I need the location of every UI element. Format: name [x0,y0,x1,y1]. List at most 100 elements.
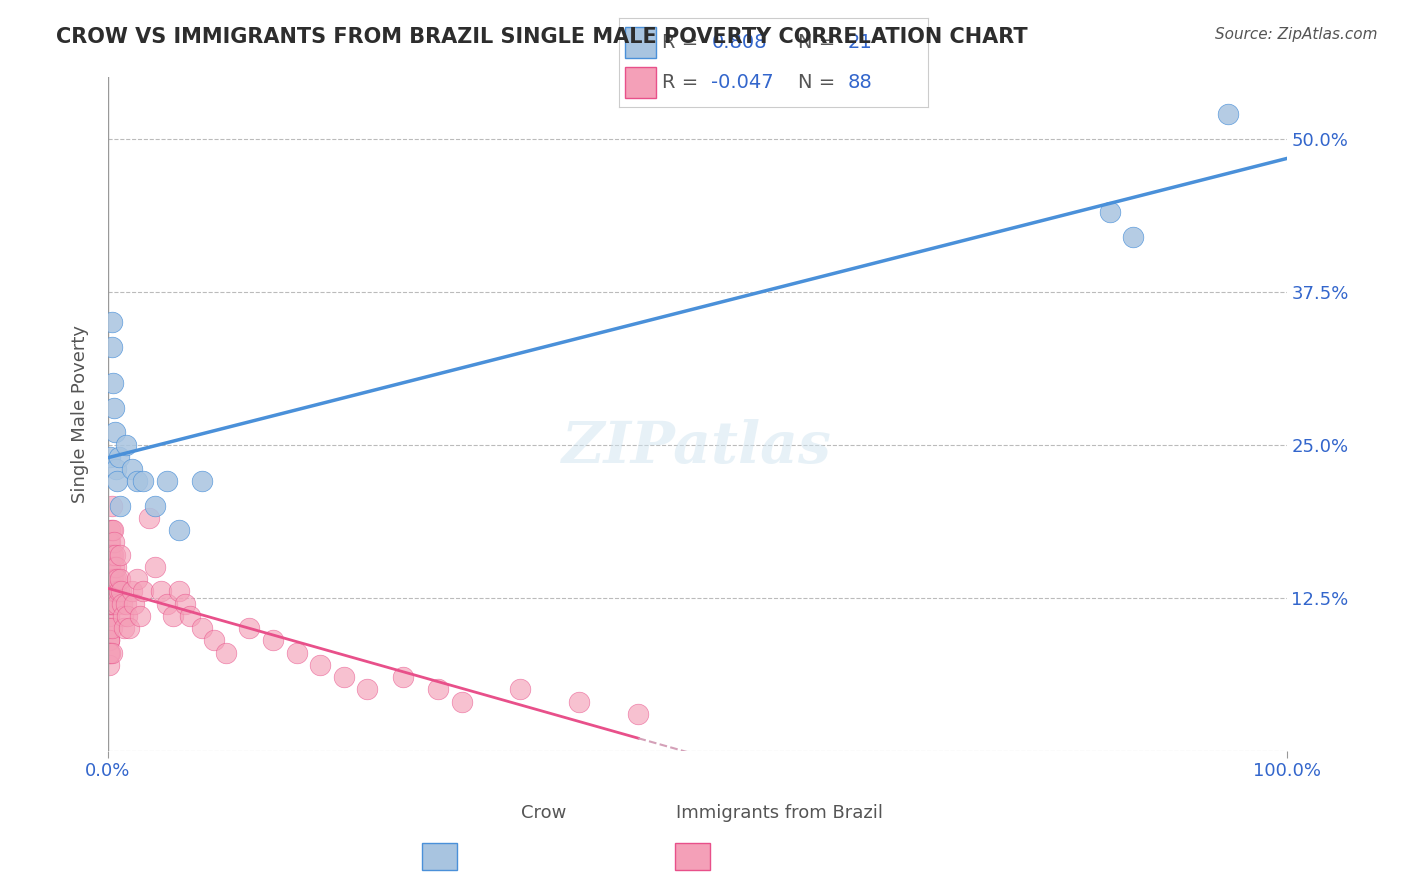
Point [98,560,121,574]
Point [143,560,166,574]
Bar [624,27,655,58]
Point [98,597,121,611]
Point [114,621,136,635]
Point [191,621,214,635]
Point [238,621,260,635]
Point [98,597,121,611]
Point [1216,107,1239,121]
Point [112,608,135,623]
Point [356,682,378,697]
Point [1122,229,1144,244]
Point [111,597,134,611]
Point [100,499,122,513]
Text: 88: 88 [848,73,872,93]
Point [100,548,122,562]
Point [191,475,214,489]
Point [98,535,121,549]
Point [128,608,150,623]
Y-axis label: Single Male Poverty: Single Male Poverty [72,325,89,503]
Point [98,572,121,586]
Text: CROW VS IMMIGRANTS FROM BRAZIL SINGLE MALE POVERTY CORRELATION CHART: CROW VS IMMIGRANTS FROM BRAZIL SINGLE MA… [56,27,1028,46]
Point [105,462,128,476]
Point [121,462,143,476]
Point [101,376,124,391]
Text: N =: N = [799,33,835,53]
Point [309,657,332,672]
Point [98,621,121,635]
Point [98,584,121,599]
Point [98,535,121,549]
Point [1098,205,1121,219]
Point [103,401,125,415]
Point [150,584,173,599]
Point [101,523,124,537]
Point [98,608,121,623]
Point [107,572,129,586]
Point [98,621,121,635]
Point [450,695,472,709]
Point [107,584,129,599]
Point [156,475,179,489]
Point [167,584,190,599]
Point [100,597,122,611]
Point [105,584,128,599]
Text: ZIPatlas: ZIPatlas [562,419,832,476]
Point [98,657,121,672]
Point [115,608,138,623]
Text: N =: N = [799,73,835,93]
Point [138,511,160,525]
Point [103,560,125,574]
Point [98,560,121,574]
Point [509,682,531,697]
Point [98,633,121,648]
Point [427,682,450,697]
Point [100,340,122,354]
Point [215,646,238,660]
Text: 21: 21 [848,33,872,53]
Point [103,584,125,599]
Text: R =: R = [662,73,699,93]
Point [104,572,127,586]
Point [98,572,121,586]
Point [105,560,128,574]
Point [156,597,179,611]
Text: Source: ZipAtlas.com: Source: ZipAtlas.com [1215,27,1378,42]
Point [98,548,121,562]
Point [101,597,124,611]
Point [103,535,125,549]
Bar [624,67,655,98]
Text: Crow: Crow [522,805,567,822]
Point [100,315,122,329]
Point [107,597,129,611]
Point [107,475,129,489]
Point [173,597,195,611]
Point [98,548,121,562]
Point [100,572,122,586]
Point [98,597,121,611]
Point [98,633,121,648]
Point [122,597,145,611]
Point [121,584,143,599]
Point [98,572,121,586]
Text: 0.808: 0.808 [711,33,766,53]
Point [332,670,354,684]
Point [98,450,121,464]
Point [391,670,413,684]
Point [101,572,124,586]
Point [98,548,121,562]
Point [100,621,122,635]
Point [132,475,155,489]
Point [98,646,121,660]
Text: Immigrants from Brazil: Immigrants from Brazil [676,805,883,822]
Point [104,425,127,440]
Point [98,560,121,574]
Point [98,584,121,599]
Point [627,706,650,721]
Point [98,523,121,537]
Point [568,695,591,709]
Point [104,548,127,562]
Point [98,608,121,623]
Point [114,597,136,611]
Point [100,523,122,537]
Point [110,584,132,599]
